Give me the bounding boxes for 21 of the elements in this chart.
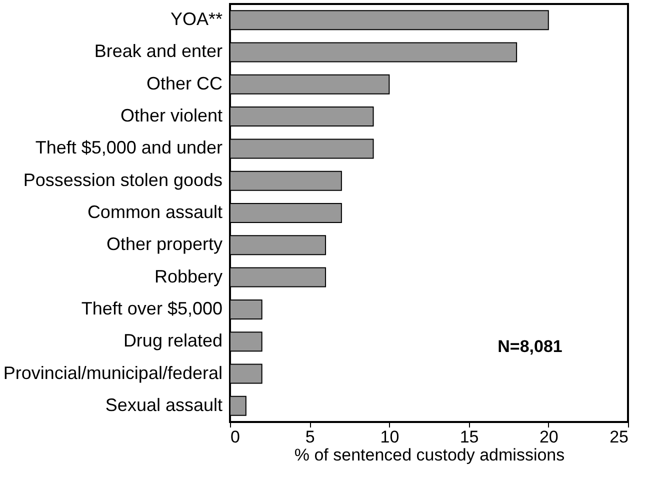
y-tick-label: Other property — [106, 234, 222, 254]
y-tick-label: YOA** — [170, 9, 222, 30]
y-tick-label: Robbery — [154, 266, 222, 286]
y-tick-label: Common assault — [87, 202, 222, 222]
x-tick-label: 25 — [610, 428, 628, 446]
x-tick-label: 10 — [380, 428, 400, 446]
y-tick-label: Theft over $5,000 — [81, 298, 222, 318]
x-tick-label: 0 — [230, 428, 240, 446]
y-tick-label: Provincial/municipal/federal — [3, 362, 222, 383]
y-tick-label: Possession stolen goods — [23, 170, 222, 190]
y-tick-label: Break and enter — [94, 41, 222, 62]
x-tick-label: 5 — [305, 428, 315, 446]
y-tick-label: Other CC — [146, 73, 222, 94]
y-tick-label: Theft $5,000 and under — [35, 138, 222, 158]
x-tick-label: 20 — [539, 428, 558, 446]
x-tick-label: 15 — [460, 428, 479, 446]
y-tick-label: Drug related — [123, 330, 222, 351]
x-axis-title: % of sentenced custody admissions — [294, 446, 565, 464]
y-tick-label: Sexual assault — [105, 394, 222, 415]
annotation: N=8,081 — [498, 337, 562, 356]
y-tick-label: Other violent — [120, 106, 222, 126]
